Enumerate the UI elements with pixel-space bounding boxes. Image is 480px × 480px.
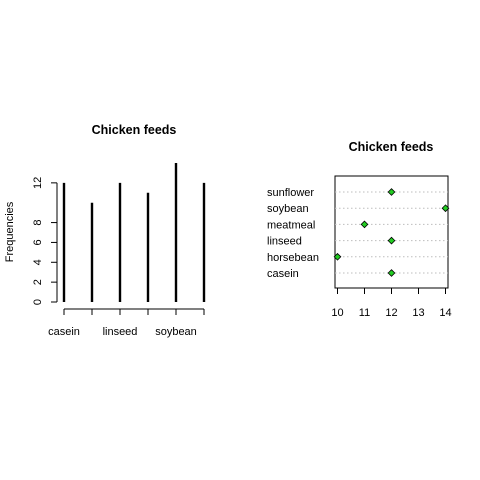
y-tick-label-2: 2 [32, 279, 44, 285]
frequency-chart-title: Chicken feeds [92, 123, 177, 137]
y-tick-label-6: 6 [32, 239, 44, 245]
y-tick-label-0: 0 [32, 299, 44, 305]
frequency-chart: Chicken feeds Frequencies 0 2 4 6 8 12 casein l… [4, 123, 206, 338]
y-tick-label-4: 4 [32, 259, 44, 265]
x-tick-label-soybean: soybean [155, 326, 197, 338]
x-tick-label-casein: casein [48, 326, 80, 338]
dot-x-tick-label-12: 12 [385, 307, 397, 319]
dot-chart: Chicken feeds casein horsebean linseed meat… [267, 140, 452, 319]
point-sunflower [387, 188, 396, 196]
dot-x-tick-label-14: 14 [439, 307, 451, 319]
point-soybean [441, 204, 450, 213]
frequency-bars [62, 163, 206, 302]
dot-x-tick-label-10: 10 [331, 307, 343, 319]
dot-x-tick-label-13: 13 [412, 307, 424, 319]
row-label-meatmeal: meatmeal [267, 219, 315, 231]
frequency-axes: 0 2 4 6 8 12 casein linseed soybean [32, 177, 205, 338]
y-tick-label-12: 12 [32, 177, 44, 189]
dot-chart-title: Chicken feeds [349, 140, 434, 154]
row-label-horsebean: horsebean [267, 252, 319, 264]
row-label-casein: casein [267, 268, 299, 280]
x-tick-label-linseed: linseed [103, 326, 138, 338]
row-label-soybean: soybean [267, 203, 309, 215]
y-tick-label-8: 8 [32, 220, 44, 226]
point-horsebean [333, 252, 342, 261]
dot-chart-marks: casein horsebean linseed meatmeal soybean sun… [267, 187, 452, 319]
row-label-sunflower: sunflower [267, 187, 314, 199]
point-casein [387, 269, 396, 277]
y-axis-label: Frequencies [4, 201, 16, 262]
point-linseed [387, 236, 396, 245]
row-label-linseed: linseed [267, 236, 302, 248]
dot-x-tick-label-11: 11 [359, 307, 370, 319]
point-meatmeal [360, 220, 369, 229]
